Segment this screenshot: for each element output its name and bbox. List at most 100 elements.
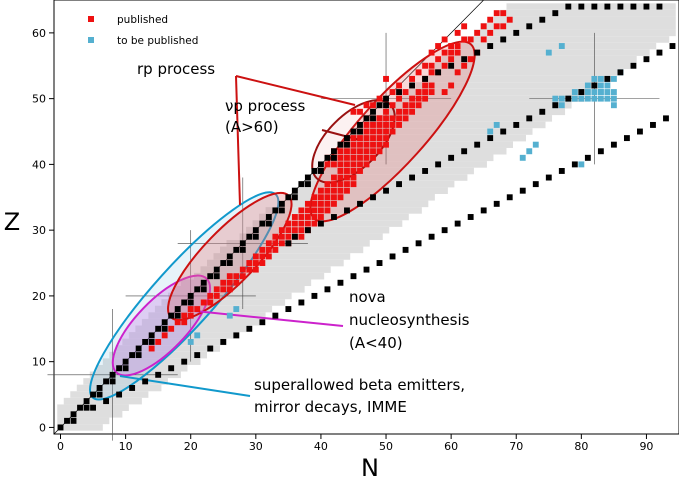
data-point-series-2 (422, 168, 429, 174)
data-point-series-2 (83, 398, 90, 405)
data-point-series-2 (643, 3, 650, 10)
data-point-series-2 (96, 385, 103, 391)
data-point-series-0 (461, 62, 468, 69)
data-point-series-2 (96, 391, 103, 398)
data-point-series-0 (467, 36, 474, 43)
data-point-series-2 (474, 49, 481, 56)
data-point-series-2 (513, 121, 520, 128)
x-tick-label: 20 (184, 440, 198, 453)
data-point-series-1 (591, 95, 598, 102)
data-point-series-2 (194, 352, 201, 359)
data-point-series-0 (441, 36, 448, 43)
band-row (389, 101, 572, 109)
data-point-series-0 (376, 141, 383, 148)
data-point-series-2 (402, 246, 409, 253)
data-point-series-0 (344, 154, 350, 161)
data-point-series-2 (396, 89, 402, 96)
data-point-series-0 (331, 194, 337, 201)
band-row (473, 29, 676, 37)
data-point-series-2 (370, 194, 376, 201)
data-point-series-1 (610, 95, 617, 102)
data-point-series-2 (415, 240, 422, 247)
data-point-series-0 (415, 69, 422, 76)
data-point-series-0 (304, 200, 311, 207)
data-point-series-2 (526, 115, 533, 122)
data-point-series-0 (324, 200, 331, 207)
data-point-series-0 (389, 128, 396, 135)
data-point-series-2 (135, 345, 142, 352)
x-tick-label: 90 (639, 440, 653, 453)
data-point-series-2 (155, 325, 162, 332)
y-tick-label: 40 (32, 158, 46, 171)
data-point-series-0 (311, 214, 318, 220)
data-point-series-0 (383, 128, 389, 135)
data-point-series-0 (363, 141, 370, 148)
data-point-series-0 (324, 181, 331, 188)
data-point-series-2 (656, 3, 663, 10)
data-point-series-2 (64, 417, 70, 424)
data-point-series-2 (558, 168, 565, 174)
data-point-series-2 (389, 253, 396, 260)
data-point-series-1 (597, 95, 604, 102)
data-point-series-0 (389, 121, 396, 128)
data-point-series-1 (194, 332, 201, 339)
data-point-series-0 (422, 62, 429, 69)
data-point-series-0 (396, 82, 402, 89)
band-row (499, 9, 676, 17)
data-point-series-0 (506, 16, 513, 23)
data-point-series-2 (591, 3, 598, 10)
band-row (467, 36, 670, 43)
data-point-series-0 (285, 227, 292, 234)
data-point-series-0 (415, 89, 422, 96)
data-point-series-0 (259, 246, 266, 253)
data-point-series-0 (376, 128, 383, 135)
data-point-series-0 (363, 148, 370, 155)
data-point-series-2 (304, 181, 311, 188)
band-row (57, 417, 110, 425)
data-point-series-2 (448, 62, 455, 69)
data-point-series-1 (493, 121, 500, 128)
data-point-series-0 (311, 200, 318, 207)
data-point-series-2 (129, 352, 136, 359)
data-point-series-0 (396, 121, 402, 128)
data-point-series-0 (448, 49, 455, 56)
data-point-series-2 (142, 338, 149, 345)
data-point-series-2 (461, 56, 468, 63)
data-point-series-0 (363, 121, 370, 128)
band-row (180, 279, 312, 287)
data-point-series-2 (630, 62, 637, 69)
data-point-series-0 (331, 161, 337, 168)
data-point-series-2 (623, 135, 630, 142)
data-point-series-0 (409, 108, 416, 115)
data-point-series-2 (70, 417, 77, 424)
data-point-series-1 (187, 338, 194, 345)
data-point-series-0 (383, 75, 389, 82)
data-point-series-2 (357, 200, 363, 207)
data-point-series-2 (370, 115, 376, 122)
data-point-series-2 (278, 200, 285, 207)
data-point-series-0 (500, 23, 507, 30)
data-point-series-0 (265, 240, 272, 247)
data-point-series-0 (337, 174, 344, 181)
data-point-series-0 (337, 148, 344, 155)
data-point-series-2 (298, 181, 305, 188)
data-point-series-0 (331, 181, 337, 188)
data-point-series-1 (604, 89, 611, 96)
data-point-series-0 (357, 154, 363, 161)
data-point-series-0 (337, 181, 344, 188)
data-point-series-2 (265, 214, 272, 220)
data-point-series-0 (226, 279, 233, 286)
band-row (220, 246, 364, 254)
data-point-series-2 (331, 154, 337, 161)
data-point-series-0 (500, 10, 507, 17)
data-point-series-0 (246, 260, 253, 266)
data-point-series-0 (344, 187, 350, 194)
data-point-series-0 (317, 194, 324, 201)
data-point-series-0 (454, 69, 461, 76)
data-point-series-0 (344, 181, 350, 188)
data-point-series-0 (317, 207, 324, 214)
data-point-series-0 (370, 148, 376, 155)
band-row (291, 187, 448, 194)
data-point-series-2 (604, 3, 611, 10)
data-point-series-2 (500, 36, 507, 43)
